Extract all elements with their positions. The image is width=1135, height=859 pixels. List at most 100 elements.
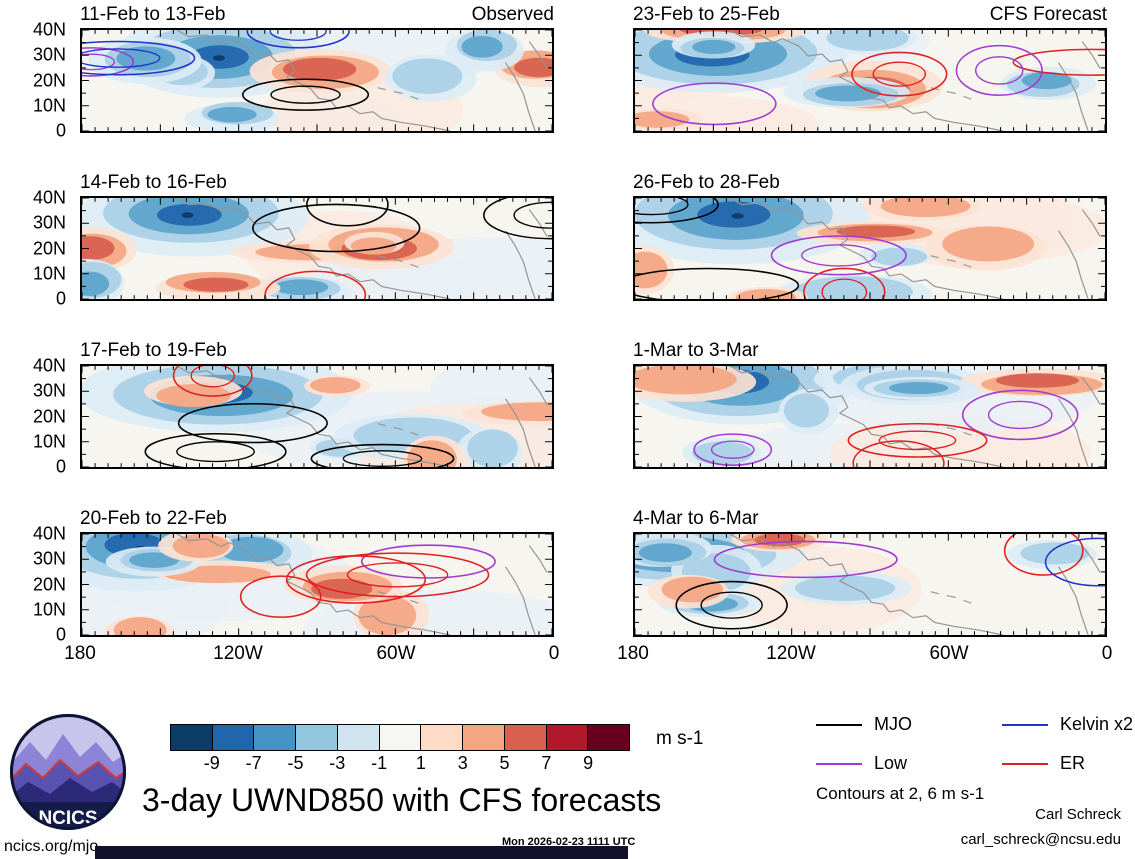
legend-item-mjo: MJO bbox=[816, 714, 1002, 735]
map-panel bbox=[633, 532, 1107, 637]
y-tick-label: 20N bbox=[32, 238, 66, 258]
panel-header: 26-Feb to 28-Feb bbox=[633, 170, 1107, 194]
generation-timestamp: Mon 2026-02-23 1111 UTC bbox=[502, 836, 636, 848]
panel-group: 20-Feb to 22-Feb 40N 30N 20N 10N 0 180 120W 60… bbox=[33, 506, 559, 671]
x-axis-labels: 180 120W 60W 0 bbox=[617, 643, 1112, 671]
colorbar-tick: -3 bbox=[329, 753, 346, 773]
colorbar-tick: 3 bbox=[457, 753, 468, 773]
x-tick-label: 180 bbox=[617, 643, 649, 664]
logo-text: NCICS bbox=[38, 808, 97, 829]
forecast-column: 23-Feb to 25-Feb CFS Forecast 26-Feb to … bbox=[617, 2, 1112, 671]
colorbar-units: m s-1 bbox=[656, 728, 704, 749]
panel-header: 14-Feb to 16-Feb bbox=[80, 170, 554, 194]
y-axis-labels: 40N 30N 20N 10N 0 bbox=[20, 356, 74, 477]
colorbar-segment bbox=[296, 725, 338, 750]
colorbar-segment bbox=[588, 725, 630, 750]
panel-group: 14-Feb to 16-Feb 40N 30N 20N 10N 0 bbox=[33, 170, 554, 309]
colorbar bbox=[170, 724, 630, 751]
panel-group: 11-Feb to 13-Feb Observed 40N 30N 20N 10N 0 bbox=[33, 2, 554, 141]
panel-group: 4-Mar to 6-Mar 180 120W 60W 0 bbox=[617, 506, 1112, 671]
page-title: 3-day UWND850 with CFS forecasts bbox=[142, 782, 662, 818]
map-panel bbox=[633, 196, 1107, 301]
legend: MJO Kelvin x2 Low ER bbox=[816, 714, 1135, 774]
contours-note: Contours at 2, 6 m s-1 bbox=[816, 784, 985, 803]
colorbar-tick: 9 bbox=[583, 753, 594, 773]
observed-column: 11-Feb to 13-Feb Observed 40N 30N 20N 10N 0 … bbox=[33, 2, 559, 671]
colorbar-segment bbox=[171, 725, 213, 750]
y-axis-labels: 40N 30N 20N 10N 0 bbox=[20, 188, 74, 309]
panel-header: 1-Mar to 3-Mar bbox=[633, 338, 1107, 362]
map-canvas bbox=[82, 366, 552, 467]
panel-group: 1-Mar to 3-Mar bbox=[633, 338, 1107, 469]
mjo-line-sample bbox=[816, 723, 862, 726]
column-header-forecast: CFS Forecast bbox=[989, 4, 1107, 25]
site-link: ncics.org/mjo bbox=[4, 838, 99, 855]
y-tick-label: 30N bbox=[32, 212, 66, 233]
y-tick-label: 30N bbox=[32, 380, 66, 401]
y-tick-label: 40N bbox=[32, 19, 66, 40]
bottom-bar bbox=[95, 846, 628, 859]
panel-title: 1-Mar to 3-Mar bbox=[633, 340, 759, 361]
legend-label: MJO bbox=[874, 714, 912, 734]
x-tick-label: 0 bbox=[1101, 643, 1113, 664]
map-panel bbox=[633, 364, 1107, 469]
panel-group: 17-Feb to 19-Feb 40N 30N 20N 10N 0 bbox=[33, 338, 554, 477]
colorbar-segment bbox=[337, 725, 380, 750]
map-panel: 40N 30N 20N 10N 0 bbox=[33, 524, 554, 645]
panel-header: 11-Feb to 13-Feb Observed bbox=[80, 2, 554, 26]
x-tick-label: 120W bbox=[213, 643, 263, 664]
map-canvas bbox=[635, 534, 1105, 635]
map-panel: 40N 30N 20N 10N 0 bbox=[33, 188, 554, 309]
low-line-sample bbox=[816, 762, 862, 765]
colorbar-segment bbox=[379, 725, 422, 750]
panel-title: 4-Mar to 6-Mar bbox=[633, 508, 759, 529]
map-canvas bbox=[82, 198, 552, 299]
panel-group: 26-Feb to 28-Feb bbox=[633, 170, 1107, 301]
panel-title: 11-Feb to 13-Feb bbox=[80, 4, 226, 25]
panel-header: 4-Mar to 6-Mar bbox=[633, 506, 1107, 530]
x-tick-label: 120W bbox=[766, 643, 816, 664]
colorbar-tick: 7 bbox=[541, 753, 552, 773]
y-tick-label: 10N bbox=[32, 599, 66, 620]
panel-title: 26-Feb to 28-Feb bbox=[633, 172, 780, 193]
y-tick-label: 40N bbox=[32, 355, 66, 376]
y-tick-label: 20N bbox=[32, 406, 66, 426]
legend-label: ER bbox=[1060, 753, 1086, 773]
colorbar-tick: 1 bbox=[415, 753, 426, 773]
credit-name: Carl Schreck bbox=[1035, 806, 1121, 823]
colorbar-tick-labels: -9 -7 -5 -3 -1 1 3 5 7 9 bbox=[170, 753, 630, 775]
map-canvas bbox=[635, 366, 1105, 467]
colorbar-segment bbox=[212, 725, 255, 750]
colorbar-tick: -5 bbox=[287, 753, 304, 773]
y-tick-label: 0 bbox=[55, 120, 66, 141]
panel-title: 17-Feb to 19-Feb bbox=[80, 340, 227, 361]
colorbar-segment bbox=[546, 725, 589, 750]
legend-item-low: Low bbox=[816, 753, 1002, 774]
y-tick-label: 20N bbox=[32, 574, 66, 594]
y-tick-label: 0 bbox=[55, 456, 66, 477]
y-tick-label: 10N bbox=[32, 95, 66, 116]
y-tick-label: 30N bbox=[32, 44, 66, 65]
map-canvas bbox=[635, 198, 1105, 299]
y-tick-label: 0 bbox=[55, 624, 66, 645]
y-tick-label: 0 bbox=[55, 288, 66, 309]
y-tick-label: 40N bbox=[32, 523, 66, 544]
panel-title: 20-Feb to 22-Feb bbox=[80, 508, 227, 529]
colorbar-segment bbox=[463, 725, 505, 750]
y-tick-label: 20N bbox=[32, 70, 66, 90]
colorbar-segment bbox=[421, 725, 464, 750]
colorbar-segment bbox=[504, 725, 547, 750]
y-tick-label: 40N bbox=[32, 187, 66, 208]
panel-header: 17-Feb to 19-Feb bbox=[80, 338, 554, 362]
ncics-logo: NCICS bbox=[10, 714, 126, 830]
colorbar-segment bbox=[254, 725, 297, 750]
x-tick-label: 0 bbox=[548, 643, 560, 664]
kelvin-line-sample bbox=[1002, 723, 1048, 726]
legend-item-er: ER bbox=[1002, 753, 1135, 774]
credit-email: carl_schreck@ncsu.edu bbox=[960, 831, 1121, 848]
colorbar-tick: 5 bbox=[499, 753, 510, 773]
colorbar-tick: -9 bbox=[203, 753, 220, 773]
y-tick-label: 10N bbox=[32, 431, 66, 452]
map-canvas bbox=[635, 30, 1105, 131]
